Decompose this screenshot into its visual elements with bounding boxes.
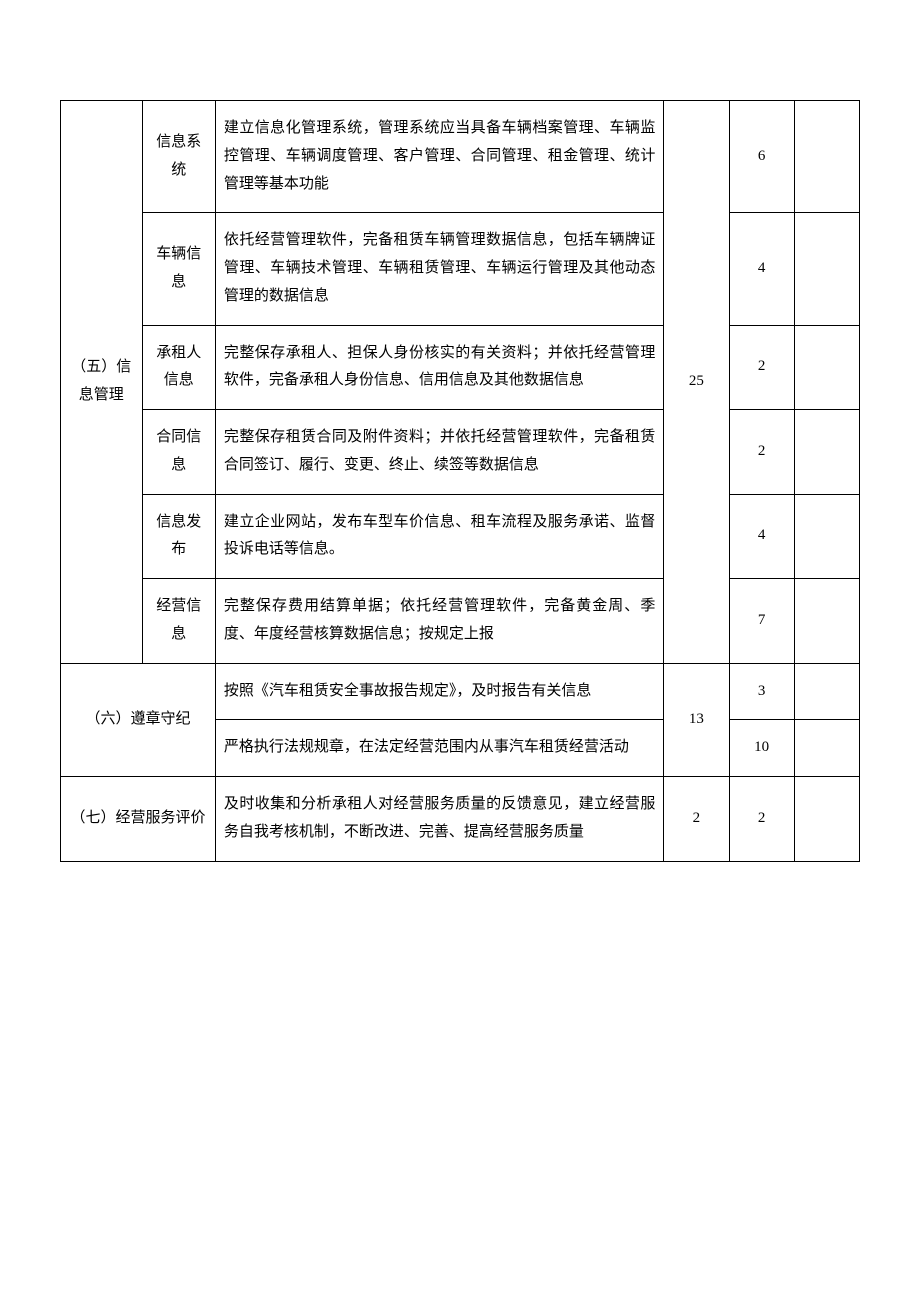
category-cell: （七）经营服务评价 xyxy=(61,777,216,862)
total-score-cell: 25 xyxy=(664,101,729,664)
blank-cell xyxy=(794,213,859,325)
score-cell: 4 xyxy=(729,213,794,325)
score-cell: 2 xyxy=(729,410,794,495)
table-row: （七）经营服务评价 及时收集和分析承租人对经营服务质量的反馈意见，建立经营服务自… xyxy=(61,777,860,862)
table-row: 车辆信息 依托经营管理软件，完备租赁车辆管理数据信息，包括车辆牌证管理、车辆技术… xyxy=(61,213,860,325)
total-score-cell: 13 xyxy=(664,663,729,777)
item-cell: 车辆信息 xyxy=(142,213,215,325)
description-cell: 建立信息化管理系统，管理系统应当具备车辆档案管理、车辆监控管理、车辆调度管理、客… xyxy=(215,101,663,213)
score-cell: 10 xyxy=(729,720,794,777)
category-cell: （六）遵章守纪 xyxy=(61,663,216,777)
score-cell: 3 xyxy=(729,663,794,720)
description-cell: 依托经营管理软件，完备租赁车辆管理数据信息，包括车辆牌证管理、车辆技术管理、车辆… xyxy=(215,213,663,325)
item-cell: 信息系统 xyxy=(142,101,215,213)
description-cell: 按照《汽车租赁安全事故报告规定》，及时报告有关信息 xyxy=(215,663,663,720)
blank-cell xyxy=(794,663,859,720)
blank-cell xyxy=(794,101,859,213)
item-cell: 信息发布 xyxy=(142,494,215,579)
description-cell: 完整保存费用结算单据；依托经营管理软件，完备黄金周、季度、年度经营核算数据信息；… xyxy=(215,579,663,664)
description-cell: 建立企业网站，发布车型车价信息、租车流程及服务承诺、监督投诉电话等信息。 xyxy=(215,494,663,579)
table-row: 承租人信息 完整保存承租人、担保人身份核实的有关资料；并依托经营管理软件，完备承… xyxy=(61,325,860,410)
score-cell: 6 xyxy=(729,101,794,213)
blank-cell xyxy=(794,777,859,862)
category-cell: （五）信息管理 xyxy=(61,101,143,664)
item-cell: 合同信息 xyxy=(142,410,215,495)
blank-cell xyxy=(794,720,859,777)
table-row: （五）信息管理 信息系统 建立信息化管理系统，管理系统应当具备车辆档案管理、车辆… xyxy=(61,101,860,213)
score-cell: 2 xyxy=(729,325,794,410)
blank-cell xyxy=(794,494,859,579)
description-cell: 严格执行法规规章，在法定经营范围内从事汽车租赁经营活动 xyxy=(215,720,663,777)
table-row: 合同信息 完整保存租赁合同及附件资料；并依托经营管理软件，完备租赁合同签订、履行… xyxy=(61,410,860,495)
blank-cell xyxy=(794,410,859,495)
evaluation-table: （五）信息管理 信息系统 建立信息化管理系统，管理系统应当具备车辆档案管理、车辆… xyxy=(60,100,860,862)
description-cell: 完整保存租赁合同及附件资料；并依托经营管理软件，完备租赁合同签订、履行、变更、终… xyxy=(215,410,663,495)
score-cell: 7 xyxy=(729,579,794,664)
total-score-cell: 2 xyxy=(664,777,729,862)
item-cell: 承租人信息 xyxy=(142,325,215,410)
item-cell: 经营信息 xyxy=(142,579,215,664)
score-cell: 2 xyxy=(729,777,794,862)
table-row: 信息发布 建立企业网站，发布车型车价信息、租车流程及服务承诺、监督投诉电话等信息… xyxy=(61,494,860,579)
table-row: 经营信息 完整保存费用结算单据；依托经营管理软件，完备黄金周、季度、年度经营核算… xyxy=(61,579,860,664)
blank-cell xyxy=(794,325,859,410)
table-row: （六）遵章守纪 按照《汽车租赁安全事故报告规定》，及时报告有关信息 13 3 xyxy=(61,663,860,720)
score-cell: 4 xyxy=(729,494,794,579)
blank-cell xyxy=(794,579,859,664)
description-cell: 及时收集和分析承租人对经营服务质量的反馈意见，建立经营服务自我考核机制，不断改进… xyxy=(215,777,663,862)
description-cell: 完整保存承租人、担保人身份核实的有关资料；并依托经营管理软件，完备承租人身份信息… xyxy=(215,325,663,410)
